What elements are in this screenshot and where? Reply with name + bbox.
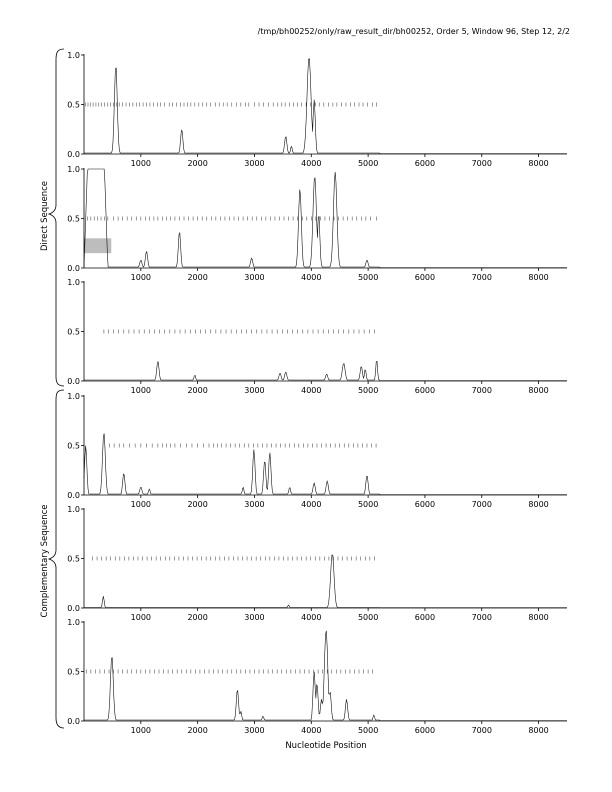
x-tick-label: 4000 (301, 726, 321, 735)
x-tick-label: 2000 (187, 273, 207, 282)
x-tick-label: 7000 (472, 613, 492, 622)
x-tick-label: 4000 (301, 159, 321, 168)
x-tick-label: 1000 (131, 386, 151, 395)
y-tick-label: 1.0 (67, 505, 80, 514)
x-tick-label: 4000 (301, 613, 321, 622)
panel-6: 0.0 0.5 1.0 1000 2000 3000 4000 5000 6000 7000 800… (67, 618, 567, 735)
series-line (84, 58, 567, 154)
x-tick-label: 5000 (358, 159, 378, 168)
group-brackets: Direct Sequence Complementary Sequence (40, 48, 65, 729)
x-tick-label: 5000 (358, 613, 378, 622)
x-tick-label: 7000 (472, 159, 492, 168)
x-tick-label: 3000 (244, 500, 264, 509)
x-tick-label: 6000 (415, 273, 435, 282)
x-tick-label: 1000 (131, 159, 151, 168)
shaded-region (84, 238, 112, 254)
x-tick-label: 4000 (301, 500, 321, 509)
x-tick-label: 1000 (131, 500, 151, 509)
series-line (84, 360, 567, 381)
complementary-group-label: Complementary Sequence (40, 505, 50, 618)
x-tick-label: 7000 (472, 500, 492, 509)
direct-group-label: Direct Sequence (40, 181, 50, 251)
x-tick-label: 3000 (244, 726, 264, 735)
x-tick-label: 1000 (131, 726, 151, 735)
y-tick-label: 0.0 (67, 264, 80, 273)
complementary-bracket (47, 389, 65, 729)
y-tick-label: 1.0 (67, 278, 80, 287)
panel-2: 0.0 0.5 1.0 1000 2000 3000 4000 5000 6000 7000 800… (67, 165, 567, 282)
x-tick-label: 3000 (244, 613, 264, 622)
panel-3: 0.0 0.5 1.0 1000 2000 3000 4000 5000 6000 7000 800… (67, 278, 567, 395)
x-tick-label: 3000 (244, 273, 264, 282)
x-tick-label: 6000 (415, 159, 435, 168)
x-tick-label: 8000 (528, 159, 548, 168)
x-tick-label: 8000 (528, 726, 548, 735)
x-tick-label: 5000 (358, 386, 378, 395)
direct-bracket (47, 48, 65, 387)
x-tick-label: 4000 (301, 386, 321, 395)
y-tick-label: 0.0 (67, 491, 80, 500)
x-tick-label: 8000 (528, 273, 548, 282)
x-tick-label: 7000 (472, 726, 492, 735)
x-tick-label: 2000 (187, 500, 207, 509)
panel-4: 0.0 0.5 1.0 1000 2000 3000 4000 5000 6000 7000 800… (67, 392, 567, 509)
panel-5: 0.0 0.5 1.0 1000 2000 3000 4000 5000 6000 7000 800… (67, 505, 567, 622)
x-tick-label: 6000 (415, 726, 435, 735)
x-tick-label: 8000 (528, 613, 548, 622)
x-tick-label: 2000 (187, 386, 207, 395)
y-tick-label: 0.0 (67, 604, 80, 613)
x-tick-label: 2000 (187, 159, 207, 168)
x-tick-label: 2000 (187, 613, 207, 622)
x-tick-label: 3000 (244, 159, 264, 168)
y-tick-label: 0.5 (67, 442, 80, 451)
x-tick-label: 5000 (358, 726, 378, 735)
panels: 0.0 0.5 1.0 1000 2000 3000 4000 5000 6000 7000 800… (67, 51, 567, 735)
x-tick-label: 4000 (301, 273, 321, 282)
x-tick-label: 7000 (472, 273, 492, 282)
x-tick-label: 2000 (187, 726, 207, 735)
y-tick-label: 1.0 (67, 165, 80, 174)
series-line (84, 630, 567, 721)
x-tick-label: 5000 (358, 273, 378, 282)
y-tick-label: 0.5 (67, 555, 80, 564)
x-tick-label: 3000 (244, 386, 264, 395)
x-axis-title: Nucleotide Position (285, 741, 366, 751)
x-tick-label: 1000 (131, 273, 151, 282)
y-tick-label: 0.0 (67, 150, 80, 159)
y-tick-label: 0.5 (67, 328, 80, 337)
series-line (84, 554, 567, 608)
x-tick-label: 6000 (415, 386, 435, 395)
y-tick-label: 1.0 (67, 51, 80, 60)
page-title: /tmp/bh00252/only/raw_result_dir/bh00252… (257, 27, 570, 36)
y-tick-label: 1.0 (67, 392, 80, 401)
panel-1: 0.0 0.5 1.0 1000 2000 3000 4000 5000 6000 7000 800… (67, 51, 567, 168)
y-tick-label: 0.0 (67, 717, 80, 726)
y-tick-label: 0.0 (67, 377, 80, 386)
x-tick-label: 5000 (358, 500, 378, 509)
x-tick-label: 6000 (415, 500, 435, 509)
y-tick-label: 0.5 (67, 668, 80, 677)
y-tick-label: 0.5 (67, 101, 80, 110)
x-tick-label: 7000 (472, 386, 492, 395)
y-tick-label: 0.5 (67, 215, 80, 224)
series-line (83, 433, 567, 495)
y-tick-label: 1.0 (67, 618, 80, 627)
x-tick-label: 6000 (415, 613, 435, 622)
x-tick-label: 8000 (528, 386, 548, 395)
x-tick-label: 8000 (528, 500, 548, 509)
series-line (83, 168, 567, 268)
x-tick-label: 1000 (131, 613, 151, 622)
